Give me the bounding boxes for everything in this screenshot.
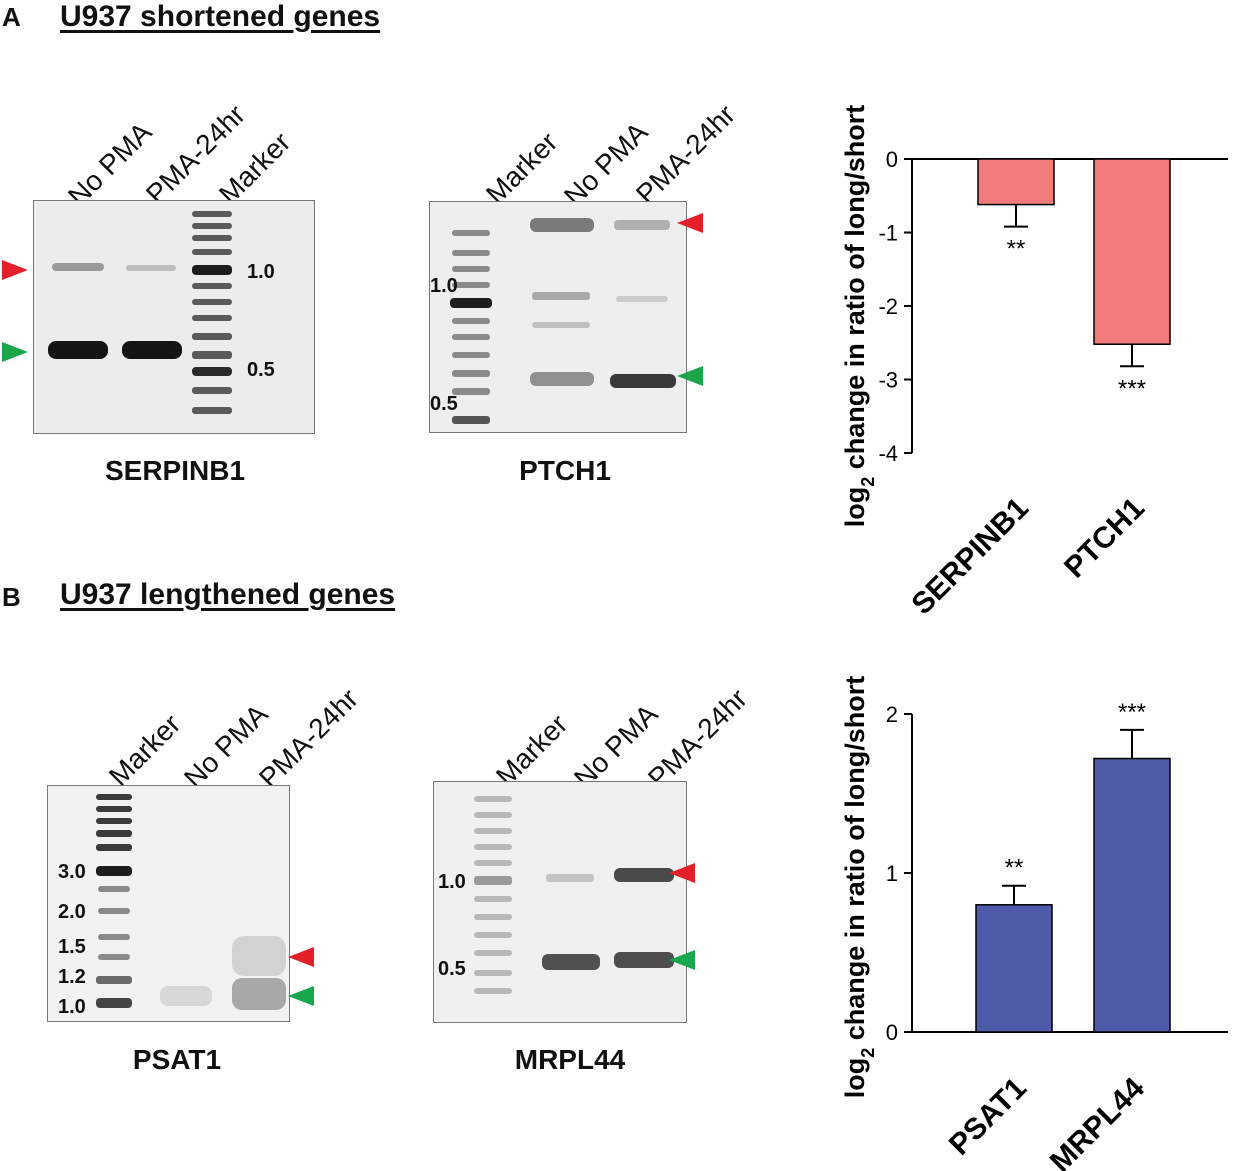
ptch1-gene-label: PTCH1 xyxy=(519,455,611,486)
chart-b-plot: 0 1 2 ** PSAT1 *** MRPL44 log2 change in ratio … xyxy=(840,676,1228,1171)
psat1-long-arrow xyxy=(288,947,314,967)
mrpl44-size-1-0: 1.0 xyxy=(438,871,466,893)
psat1-gene-label: PSAT1 xyxy=(132,1044,222,1075)
mrpl44-long-arrow xyxy=(669,863,695,883)
psat1-size-1-5: 1.5 xyxy=(58,936,86,958)
bar-psat1 xyxy=(975,904,1053,1033)
mrpl44-gene-label: MRPL44 xyxy=(514,1044,626,1075)
serpinb1-long-arrow xyxy=(2,260,28,280)
mrpl44-size-0-5: 0.5 xyxy=(438,958,466,980)
y-tick-label: -3 xyxy=(878,368,898,393)
serpinb1-gel-image xyxy=(33,200,315,434)
panel-b-title: U937 lengthened genes xyxy=(60,578,396,611)
y-tick-label: 2 xyxy=(886,702,898,727)
serpinb1-size-1-0: 1.0 xyxy=(247,261,275,283)
lane-label-marker: Marker xyxy=(103,708,187,792)
category-label: PTCH1 xyxy=(1058,492,1151,585)
y-tick-label: -2 xyxy=(878,294,898,319)
psat1-short-arrow xyxy=(288,986,314,1006)
lane-label-no-pma: No PMA xyxy=(178,698,274,794)
y-axis-label: log2 change in ratio of long/short xyxy=(840,676,878,1099)
y-axis-label: log2 change in ratio of long/short xyxy=(840,105,878,528)
ptch1-short-arrow xyxy=(677,366,703,386)
psat1-size-1-2: 1.2 xyxy=(58,966,86,988)
lane-label-no-pma: No PMA xyxy=(62,116,158,212)
significance-label: *** xyxy=(1118,375,1146,402)
bar-serpinb1 xyxy=(977,158,1055,206)
significance-label: *** xyxy=(1118,699,1146,726)
chart-b-svg: 0 1 2 ** PSAT1 *** MRPL44 log2 change in ratio … xyxy=(840,676,1228,1171)
ptch1-size-0-5: 0.5 xyxy=(430,393,458,415)
lane-label-pma-24hr: PMA-24hr xyxy=(253,682,365,794)
lane-label-marker: Marker xyxy=(490,708,574,792)
lane-label-marker: Marker xyxy=(480,126,564,210)
category-label: PSAT1 xyxy=(943,1072,1033,1162)
mrpl44-short-arrow xyxy=(669,950,695,970)
lane-label-pma-24hr: PMA-24hr xyxy=(642,682,754,794)
bar-mrpl44 xyxy=(1093,757,1171,1033)
panel-b-letter: B xyxy=(2,582,21,612)
bar-ptch1 xyxy=(1093,158,1171,345)
panel-a-letter: A xyxy=(2,2,21,32)
significance-label: ** xyxy=(1007,236,1026,263)
y-tick-label: 1 xyxy=(886,861,898,886)
serpinb1-gene-label: SERPINB1 xyxy=(104,455,246,486)
significance-label: ** xyxy=(1005,855,1024,882)
psat1-size-3-0: 3.0 xyxy=(58,861,86,883)
ptch1-long-arrow xyxy=(677,213,703,233)
serpinb1-size-0-5: 0.5 xyxy=(247,359,275,381)
y-tick-label: -4 xyxy=(878,441,898,466)
y-tick-label: 0 xyxy=(886,1020,898,1045)
category-label: MRPL44 xyxy=(1044,1071,1151,1171)
y-tick-label: -1 xyxy=(878,221,898,246)
lane-label-pma-24hr: PMA-24hr xyxy=(630,98,742,210)
serpinb1-short-arrow xyxy=(2,342,28,362)
ptch1-size-1-0: 1.0 xyxy=(430,275,458,297)
panel-a-title: U937 shortened genes xyxy=(60,0,381,33)
ptch1-gel-image xyxy=(429,201,687,433)
psat1-gel-image xyxy=(47,785,290,1022)
psat1-size-1-0: 1.0 xyxy=(58,996,86,1018)
y-tick-label: 0 xyxy=(886,147,898,172)
mrpl44-gel-image xyxy=(433,781,687,1023)
psat1-size-2-0: 2.0 xyxy=(58,901,86,923)
